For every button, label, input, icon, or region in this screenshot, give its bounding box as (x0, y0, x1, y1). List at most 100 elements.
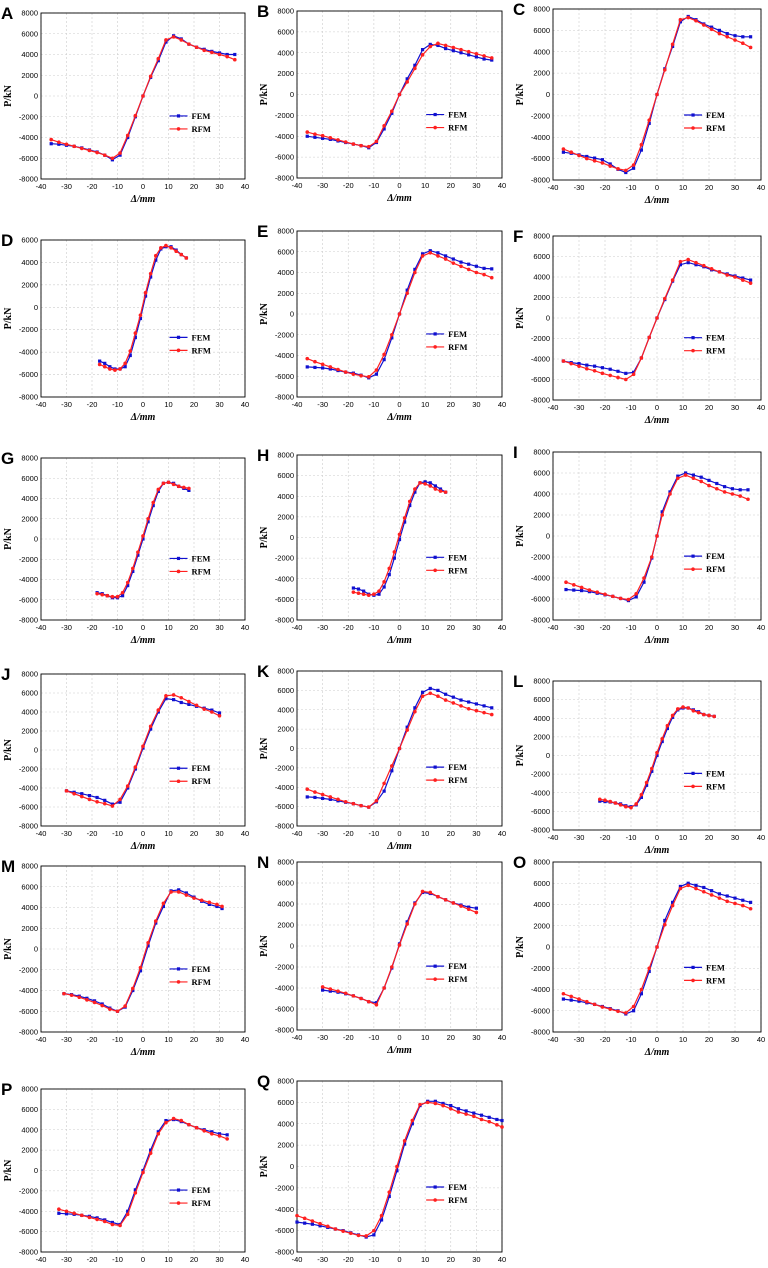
data-point-rfm (420, 889, 425, 894)
data-point-rfm (466, 267, 471, 272)
y-tick-label: -8000 (275, 393, 294, 402)
data-point-rfm (161, 901, 166, 906)
x-tick-label: 30 (472, 1255, 480, 1264)
data-point-rfm (678, 259, 683, 264)
data-point-fem (723, 485, 727, 489)
data-point-fem (694, 263, 698, 267)
data-point-rfm (443, 698, 448, 702)
x-tick-label: 30 (215, 1255, 223, 1264)
data-point-rfm (647, 118, 651, 122)
legend-label-fem: FEM (448, 961, 467, 971)
data-point-fem (749, 900, 753, 904)
data-point-rfm (600, 371, 605, 376)
data-point-fem (403, 1142, 407, 1146)
data-point-rfm (141, 1170, 145, 1175)
data-point-rfm (686, 257, 690, 262)
data-point-rfm (105, 593, 110, 598)
data-point-rfm (359, 803, 363, 808)
data-point-fem (482, 704, 486, 708)
data-point-rfm (397, 92, 402, 97)
data-point-rfm (443, 490, 448, 494)
data-point-fem (717, 28, 721, 32)
panel-a: A -40 -30 -20 -10 0 10 20 30 40 -8000 -6000 -4000 -20… (1, 4, 249, 205)
data-point-rfm (616, 375, 620, 380)
data-point-rfm (359, 373, 363, 378)
y-tick-label: -6000 (275, 372, 294, 381)
data-point-rfm (577, 997, 581, 1001)
legend-marker-fem (691, 336, 695, 340)
x-tick-label: 40 (498, 181, 506, 190)
y-tick-label: -6000 (531, 154, 550, 163)
x-tick-label: 40 (241, 829, 249, 838)
x-tick-label: -30 (61, 1255, 72, 1264)
x-tick-label: 30 (215, 829, 223, 838)
legend-marker-rfm (433, 345, 437, 349)
data-point-rfm (95, 591, 99, 596)
data-point-rfm (72, 1211, 76, 1216)
data-point-rfm (428, 250, 433, 255)
plot-frame (552, 451, 762, 621)
legend-marker-rfm (176, 779, 181, 784)
data-point-rfm (717, 31, 722, 36)
data-point-rfm (608, 373, 612, 378)
data-point-rfm (474, 51, 479, 56)
data-point-fem (444, 692, 448, 696)
x-tick-label: 0 (655, 1035, 659, 1044)
x-tick-label: 20 (447, 829, 455, 838)
y-tick-label: -4000 (275, 984, 294, 993)
data-point-fem (372, 1233, 376, 1237)
data-point-rfm (141, 744, 145, 748)
legend-marker-rfm (691, 348, 695, 353)
panel-letter: C (513, 0, 525, 19)
data-point-fem (436, 251, 440, 255)
panel-letter: P (1, 1080, 12, 1099)
legend-marker-rfm (176, 980, 181, 984)
data-point-rfm (665, 723, 670, 728)
plot-frame (296, 454, 503, 621)
y-tick-label: 6000 (277, 471, 294, 480)
plot-frame (296, 670, 503, 827)
data-point-fem (420, 690, 425, 694)
data-point-rfm (655, 945, 659, 949)
data-point-rfm (500, 1125, 504, 1129)
data-point-rfm (642, 576, 646, 580)
panel-letter: I (513, 443, 518, 462)
legend-label-rfm: RFM (448, 775, 467, 785)
x-tick-label: -10 (368, 623, 379, 632)
data-point-rfm (57, 140, 61, 144)
y-axis-title: P/kN (515, 306, 526, 328)
data-point-rfm (709, 267, 714, 271)
x-tick-label: -30 (574, 403, 585, 412)
data-point-rfm (569, 150, 573, 155)
data-point-rfm (80, 794, 84, 799)
data-point-fem (474, 264, 478, 268)
y-tick-label: -6000 (19, 1007, 38, 1016)
data-point-fem (441, 1101, 445, 1106)
x-tick-label: 20 (190, 829, 198, 838)
data-point-rfm (722, 490, 727, 494)
data-point-rfm (395, 1164, 399, 1169)
data-point-rfm (629, 805, 633, 810)
x-tick-label: 10 (164, 1035, 172, 1044)
plot-frame (40, 1088, 246, 1253)
y-tick-label: 2000 (533, 511, 550, 520)
x-tick-label: 40 (498, 829, 506, 838)
x-tick-label: 30 (215, 182, 223, 191)
data-point-rfm (100, 592, 104, 597)
data-point-rfm (451, 901, 456, 905)
plot-frame (40, 865, 246, 1033)
y-tick-label: 8000 (21, 454, 38, 463)
y-tick-label: 6000 (277, 247, 294, 256)
data-point-fem (177, 888, 181, 892)
data-point-rfm (133, 1191, 138, 1195)
panel-letter: B (257, 2, 269, 21)
data-point-fem (456, 1107, 461, 1111)
y-tick-label: 2000 (277, 512, 294, 521)
x-axis-title: Δ/mm (644, 1047, 670, 1058)
data-point-fem (671, 715, 675, 719)
data-point-fem (156, 1130, 160, 1134)
data-point-fem (413, 267, 417, 271)
legend-label-rfm: RFM (192, 566, 211, 576)
y-axis-title: P/kN (515, 744, 526, 766)
x-tick-label: 10 (164, 623, 172, 632)
